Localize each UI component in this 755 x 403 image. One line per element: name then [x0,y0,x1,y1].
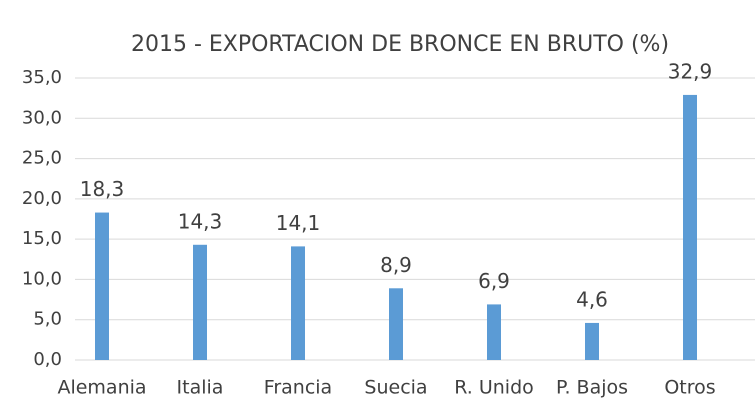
bar [487,304,501,360]
y-tick-label: 15,0 [22,228,62,249]
y-tick-label: 5,0 [33,309,62,330]
x-tick-label: Otros [664,377,715,399]
bar [291,246,305,360]
data-label: 14,1 [276,211,321,235]
y-tick-label: 25,0 [22,148,62,169]
data-label: 14,3 [178,209,223,233]
y-tick-label: 0,0 [33,349,62,370]
bar [585,322,599,360]
data-label: 18,3 [80,177,125,201]
bar [95,212,109,360]
bar [683,94,697,361]
x-tick-label: Alemania [57,377,146,399]
data-label: 8,9 [380,253,412,277]
bar [389,288,403,360]
data-label: 4,6 [576,287,608,311]
bar [193,244,207,360]
data-label: 32,9 [668,59,713,83]
y-tick-label: 20,0 [22,188,62,209]
chart-title: 2015 - EXPORTACION DE BRONCE EN BRUTO (%… [131,32,669,57]
y-tick-label: 35,0 [22,67,62,88]
x-tick-label: Italia [177,377,224,399]
x-tick-label: Suecia [364,377,427,399]
y-tick-label: 10,0 [22,268,62,289]
data-label: 6,9 [478,269,510,293]
x-tick-label: R. Unido [454,377,534,399]
x-tick-label: P. Bajos [556,377,628,399]
y-tick-label: 30,0 [22,107,62,128]
x-tick-label: Francia [264,377,332,399]
